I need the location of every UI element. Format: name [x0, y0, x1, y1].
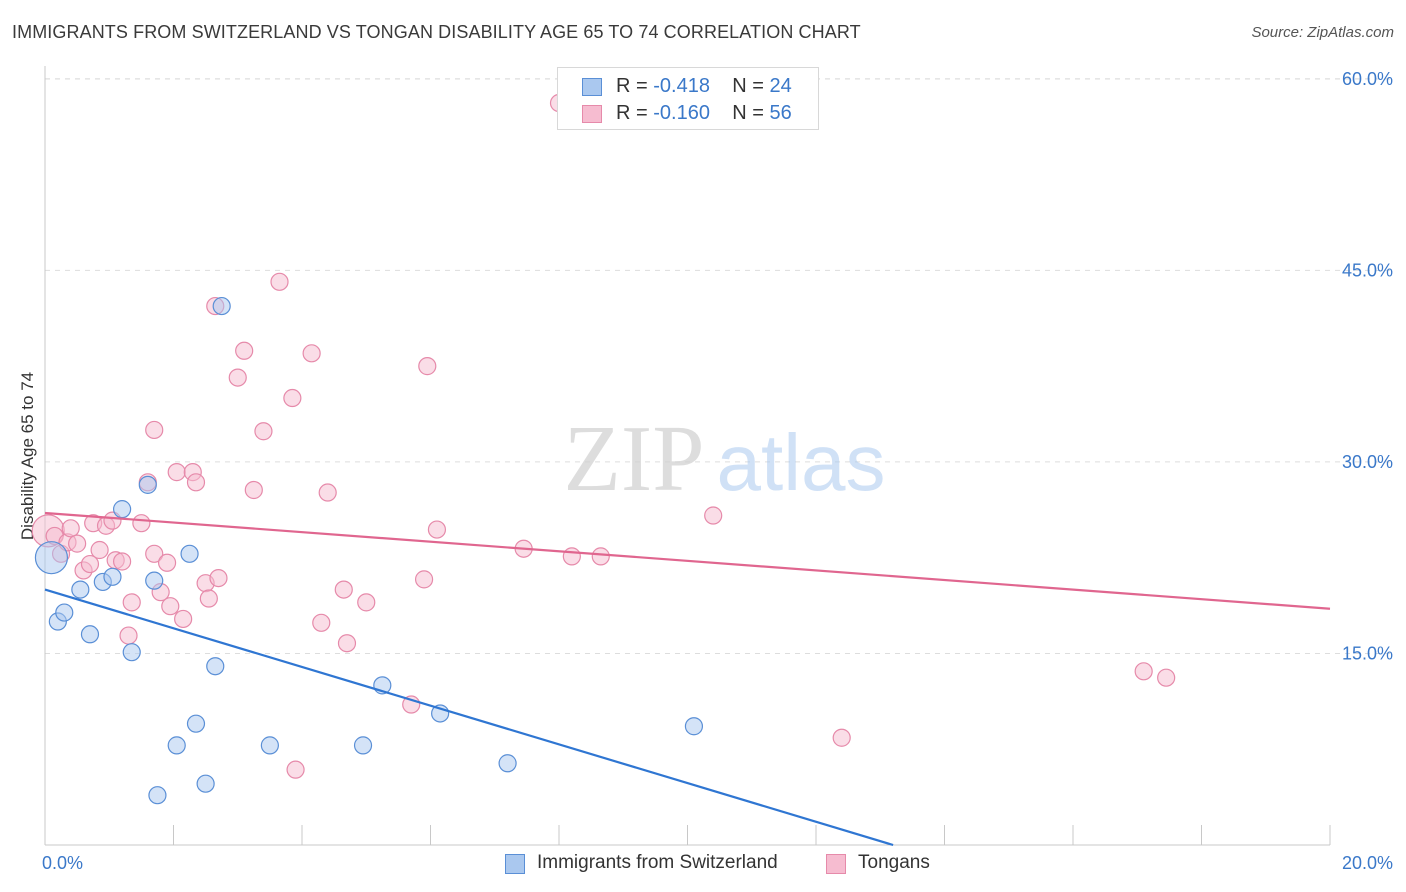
tongans-point [312, 613, 331, 632]
watermark-zip: ZIP [564, 407, 705, 511]
pink-swatch [826, 854, 846, 874]
switzerland-point [167, 736, 186, 755]
switzerland-point [206, 657, 225, 676]
pink-swatch [582, 105, 602, 123]
grid-lines [45, 78, 1395, 654]
tongans-point [80, 554, 100, 574]
y-tick-label: 45.0% [1342, 260, 1393, 280]
switzerland-point [80, 625, 100, 644]
tongans-point [704, 506, 723, 525]
tongans-point [357, 593, 376, 612]
tongans-point [334, 580, 353, 599]
axes [44, 66, 1331, 846]
switzerland-point [186, 714, 206, 733]
switzerland-point [353, 736, 373, 755]
tongans-point [286, 760, 305, 779]
tongans-point [414, 570, 434, 589]
tongans-point [145, 420, 164, 440]
x-tick-label: 0.0% [42, 853, 83, 873]
tongans-point [199, 589, 218, 608]
tongans-point [167, 463, 186, 482]
tongans-point [244, 480, 263, 500]
stats-legend: R = -0.418 N = 24 R = -0.160 N = 56 [557, 67, 819, 130]
watermark-atlas: atlas [717, 418, 886, 507]
r-value: -0.160 [653, 102, 710, 124]
tongans-point [174, 609, 193, 629]
tongans-point [61, 519, 80, 538]
r-label: R = [616, 102, 654, 124]
switzerland-point [103, 567, 122, 586]
switzerland-point [71, 580, 90, 599]
tongans-point [418, 357, 437, 376]
source-label: Source: ZipAtlas.com [1251, 24, 1394, 41]
tongans-point [562, 547, 581, 566]
tongans-point [186, 473, 206, 492]
tongans-point [832, 728, 851, 747]
tongans-point [337, 634, 357, 653]
x-tick-label: 20.0% [1342, 853, 1393, 873]
switzerland-point [145, 571, 164, 590]
r-label: R = [616, 75, 654, 97]
tongans-point [591, 547, 610, 566]
legend-label: Immigrants from Switzerland [537, 852, 778, 873]
tongans-point [1134, 662, 1153, 681]
n-label: N = [732, 102, 770, 124]
tongans-point [254, 422, 273, 441]
chart-title: IMMIGRANTS FROM SWITZERLAND VS TONGAN DI… [12, 22, 861, 42]
switzerland-point [260, 736, 279, 755]
tongans-point [302, 344, 321, 363]
switzerland-point [34, 541, 69, 575]
tongans-point [68, 534, 87, 553]
r-value: -0.418 [653, 75, 710, 97]
tongans-point [157, 553, 177, 572]
switzerland-point [55, 603, 74, 622]
blue-swatch [582, 78, 602, 96]
tongans-point [427, 520, 447, 539]
switzerland-point [212, 296, 231, 316]
switzerland-point [196, 774, 215, 793]
y-tick-label: 60.0% [1342, 69, 1393, 89]
tongans-point [161, 597, 180, 616]
legend-label: Tongans [858, 852, 930, 873]
tongans-points [31, 93, 1176, 779]
y-tick-label: 30.0% [1342, 452, 1393, 472]
n-value: 56 [769, 102, 792, 124]
tongans-point [318, 483, 337, 502]
tongans-trend-line [44, 511, 1331, 610]
tongans-point [132, 514, 151, 533]
tongans-point [235, 341, 254, 360]
y-tick-label: 15.0% [1342, 643, 1393, 663]
trend-lines [44, 511, 1331, 847]
switzerland-point [138, 475, 157, 494]
tongans-point [145, 544, 164, 563]
tongans-point [122, 593, 141, 612]
tongans-point [228, 368, 247, 387]
tongans-point [283, 388, 302, 408]
switzerland-point [112, 500, 132, 519]
tongans-point [112, 552, 132, 571]
switzerland-point [122, 643, 141, 662]
n-label: N = [732, 75, 770, 97]
tongans-point [119, 626, 138, 645]
tick-labels: 15.0% 30.0% 45.0% 60.0% 0.0% 20.0% [42, 69, 1393, 873]
switzerland-point [684, 717, 704, 736]
switzerland-point [498, 754, 517, 773]
switzerland-point [148, 786, 167, 805]
n-value: 24 [769, 75, 792, 97]
tongans-point [270, 272, 289, 291]
tongans-point [90, 540, 109, 560]
switzerland-trend-line [44, 588, 894, 847]
tongans-point [1157, 668, 1176, 687]
blue-swatch [505, 854, 525, 874]
tongans-point [209, 568, 228, 588]
switzerland-point [180, 544, 199, 563]
